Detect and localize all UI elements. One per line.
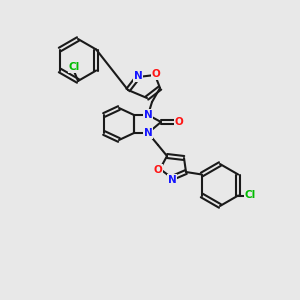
Text: Cl: Cl xyxy=(68,62,80,72)
Text: N: N xyxy=(168,175,176,185)
Text: O: O xyxy=(175,117,183,127)
Text: N: N xyxy=(144,110,152,120)
Text: N: N xyxy=(144,128,152,138)
Text: O: O xyxy=(154,165,162,175)
Text: N: N xyxy=(134,71,142,81)
Text: O: O xyxy=(152,69,160,79)
Text: Cl: Cl xyxy=(244,190,256,200)
